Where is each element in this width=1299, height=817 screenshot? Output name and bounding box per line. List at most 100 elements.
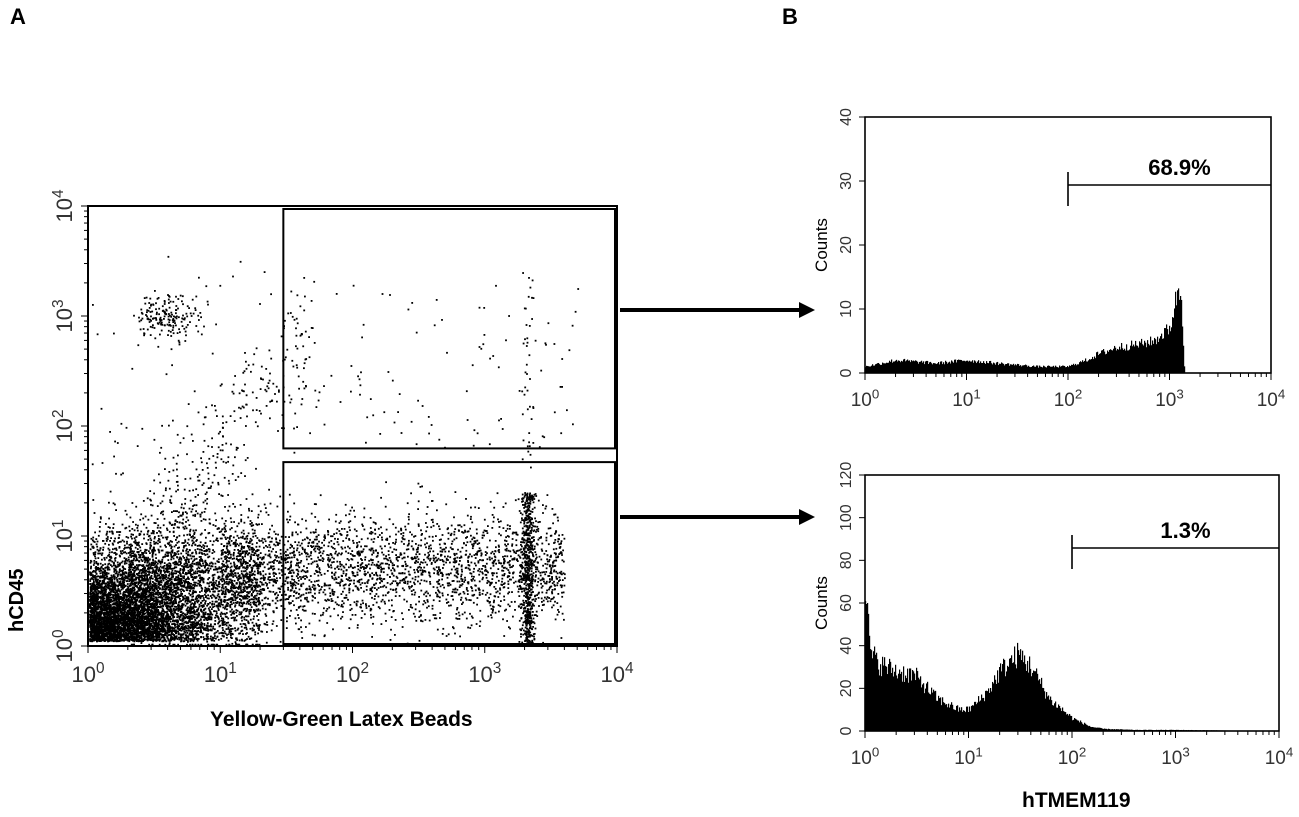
scatter-point [192,628,194,630]
scatter-point [98,581,100,584]
scatter-point [163,583,166,586]
scatter-point [162,595,165,598]
scatter-point [106,575,108,578]
scatter-point [185,602,188,605]
scatter-point [100,631,102,634]
scatter-point [123,548,126,550]
scatter-point [126,623,129,626]
scatter-point [91,640,93,643]
scatter-point [94,575,97,577]
scatter-point [176,585,179,588]
scatter-point [90,573,92,576]
scatter-point [106,620,109,623]
scatter-point [193,606,195,608]
scatter-point [177,607,179,610]
scatter-point [155,612,158,614]
scatter-point [99,628,102,631]
scatter-point [116,608,119,610]
scatter-point [203,638,205,641]
scatter-point [90,627,93,630]
scatter-point [102,564,104,566]
scatter-point [195,581,197,584]
scatter-point [98,530,101,533]
scatter-point [121,624,123,627]
scatter-point [89,590,92,592]
scatter-point [137,568,140,571]
scatter-point [215,631,218,634]
scatter-point [127,586,130,589]
scatter-point [211,552,214,554]
scatter-point [124,618,127,620]
scatter-point [120,596,122,598]
scatter-point [190,582,193,585]
scatter-point [201,606,204,608]
scatter-point [142,613,145,616]
scatter-point [95,631,98,634]
scatter-point [180,590,183,593]
scatter-point [184,539,187,542]
scatter-point [126,639,129,642]
scatter-point [133,553,136,556]
scatter-point [191,629,194,632]
scatter-point [185,552,188,555]
scatter-point [145,632,148,635]
scatter-point [99,613,102,616]
scatter-point [207,589,209,592]
scatter-point [95,561,98,563]
scatter-point [152,561,155,564]
scatter-point [125,552,128,555]
scatter-point [101,593,104,595]
scatter-point [159,625,162,627]
scatter-point [103,591,106,594]
scatter-point [100,619,102,622]
scatter-point [95,600,98,602]
scatter-point [156,632,158,635]
scatter-point [103,572,106,575]
scatter-point [230,617,233,619]
scatter-point [103,614,105,617]
scatter-point [197,615,200,618]
scatter-point [97,578,99,581]
scatter-point [106,626,108,629]
scatter-point [124,619,126,622]
scatter-point [121,584,123,587]
scatter-point [170,632,173,635]
scatter-point [139,546,142,549]
scatter-point [89,572,92,574]
scatter-point [133,581,136,584]
scatter-point [225,622,228,624]
scatter-point [96,612,99,615]
scatter-point [230,625,232,627]
scatter-point [93,584,96,586]
scatter-point [107,526,110,528]
scatter-point [149,576,151,579]
scatter-point [240,514,243,516]
scatter-point [150,622,152,625]
scatter-point [116,627,119,629]
scatter-point [89,631,91,633]
scatter-point [158,638,161,641]
scatter-point [116,574,119,577]
scatter-point [105,610,108,613]
scatter-point [148,634,151,637]
scatter-point [164,620,167,623]
scatter-point [119,562,121,565]
scatter-point [117,584,120,587]
scatter-point [171,626,174,629]
scatter-point [108,578,111,581]
scatter-point [168,573,171,575]
scatter-point [162,620,164,622]
scatter-point [173,627,176,630]
scatter-point [124,547,126,549]
panel-label-a: A [10,4,26,29]
scatter-point [112,608,115,611]
scatter-point [177,630,179,633]
scatter-point [185,578,188,580]
scatter-point [164,632,167,634]
scatter-point [244,639,247,641]
scatter-point [126,583,129,585]
scatter-point [132,624,135,627]
scatter-point [173,636,176,639]
scatter-point [140,615,143,618]
scatter-point [164,590,167,593]
